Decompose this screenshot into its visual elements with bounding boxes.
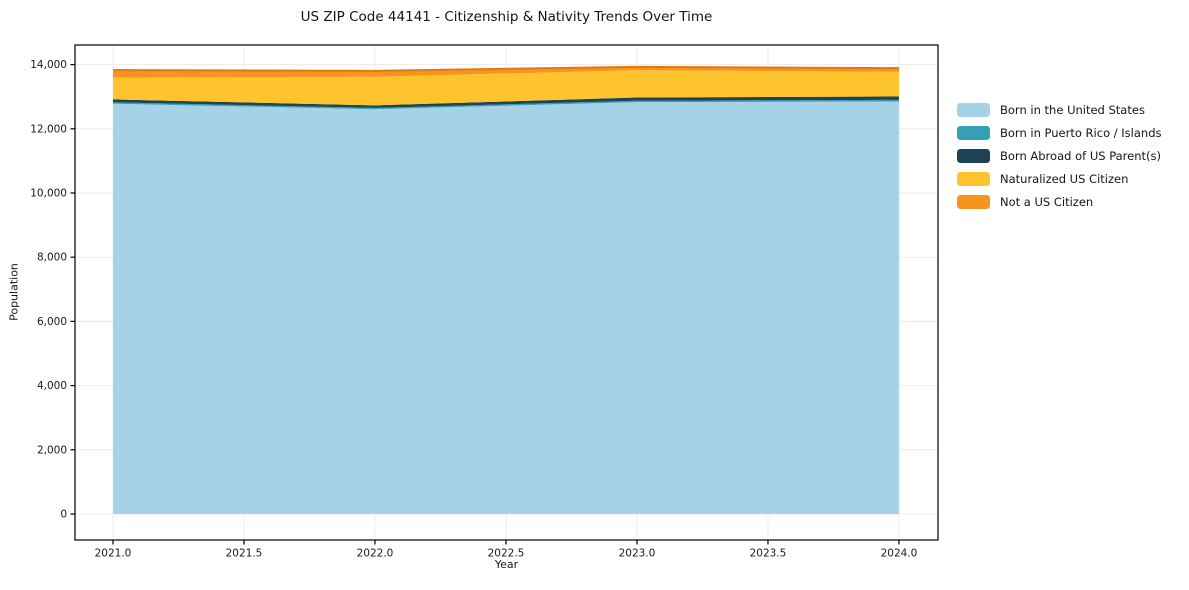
legend-label: Born Abroad of US Parent(s) — [1000, 149, 1161, 163]
legend-swatch — [957, 172, 990, 186]
y-tick-label: 14,000 — [30, 59, 67, 71]
area-layer-4 — [112, 66, 899, 78]
y-tick-label: 0 — [60, 508, 67, 520]
x-tick-label: 2021.5 — [226, 548, 263, 560]
y-tick-label: 4,000 — [37, 380, 67, 392]
area-top-edge-4 — [112, 65, 899, 72]
y-tick-label: 10,000 — [30, 187, 67, 199]
area-layer-1 — [112, 99, 899, 110]
legend-item: Born in Puerto Rico / Islands — [957, 126, 1162, 140]
legend-swatch — [957, 149, 990, 163]
x-tick-label: 2021.0 — [95, 548, 132, 560]
x-tick-label: 2023.0 — [619, 548, 656, 560]
x-tick-label: 2023.5 — [750, 548, 787, 560]
y-tick-label: 6,000 — [37, 316, 67, 328]
area-layer-3 — [112, 70, 899, 106]
legend: Born in the United States Born in Puerto … — [957, 103, 1162, 209]
legend-swatch — [957, 103, 990, 117]
y-tick-label: 8,000 — [37, 252, 67, 264]
legend-item: Naturalized US Citizen — [957, 172, 1162, 186]
x-tick-label: 2022.5 — [488, 548, 525, 560]
legend-item: Born in the United States — [957, 103, 1162, 117]
area-layer-2 — [112, 96, 899, 108]
y-axis-label: Population — [7, 263, 21, 321]
legend-label: Not a US Citizen — [1000, 195, 1094, 209]
legend-label: Naturalized US Citizen — [1000, 172, 1129, 186]
legend-swatch — [957, 195, 990, 209]
legend-label: Born in Puerto Rico / Islands — [1000, 126, 1162, 140]
area-layer-0 — [112, 101, 899, 514]
x-axis-label: Year — [494, 558, 519, 571]
legend-item: Not a US Citizen — [957, 195, 1162, 209]
chart-title: US ZIP Code 44141 - Citizenship & Nativi… — [300, 9, 713, 25]
legend-item: Born Abroad of US Parent(s) — [957, 149, 1162, 163]
y-tick-label: 2,000 — [37, 444, 67, 456]
x-tick-label: 2022.0 — [357, 548, 394, 560]
x-tick-label: 2024.0 — [881, 548, 918, 560]
legend-swatch — [957, 126, 990, 140]
y-tick-label: 12,000 — [30, 123, 67, 135]
legend-label: Born in the United States — [1000, 103, 1145, 117]
